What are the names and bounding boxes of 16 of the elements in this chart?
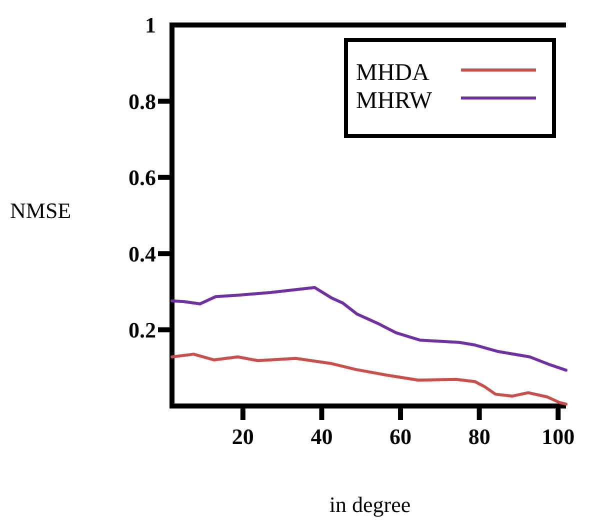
x-tick-label: 80 bbox=[468, 424, 490, 449]
legend-label: MHRW bbox=[356, 88, 432, 114]
y-tick-label: 0.2 bbox=[128, 318, 156, 342]
x-tick-label: 40 bbox=[310, 424, 333, 449]
x-tick-label: 20 bbox=[232, 424, 254, 449]
x-axis-title: in degree bbox=[329, 492, 411, 517]
y-tick-label: 1 bbox=[145, 12, 156, 38]
x-tick-label: 60 bbox=[390, 424, 412, 449]
line-series bbox=[170, 352, 568, 406]
y-tick-label: 0.4 bbox=[128, 241, 156, 266]
y-axis-title: NMSE bbox=[10, 198, 72, 223]
legend-label: MHDA bbox=[356, 60, 430, 86]
y-tick-label: 0.6 bbox=[128, 165, 156, 190]
y-tick-label: 0.8 bbox=[128, 88, 156, 114]
x-tick-label: 100 bbox=[542, 424, 575, 449]
line-series bbox=[170, 286, 568, 372]
